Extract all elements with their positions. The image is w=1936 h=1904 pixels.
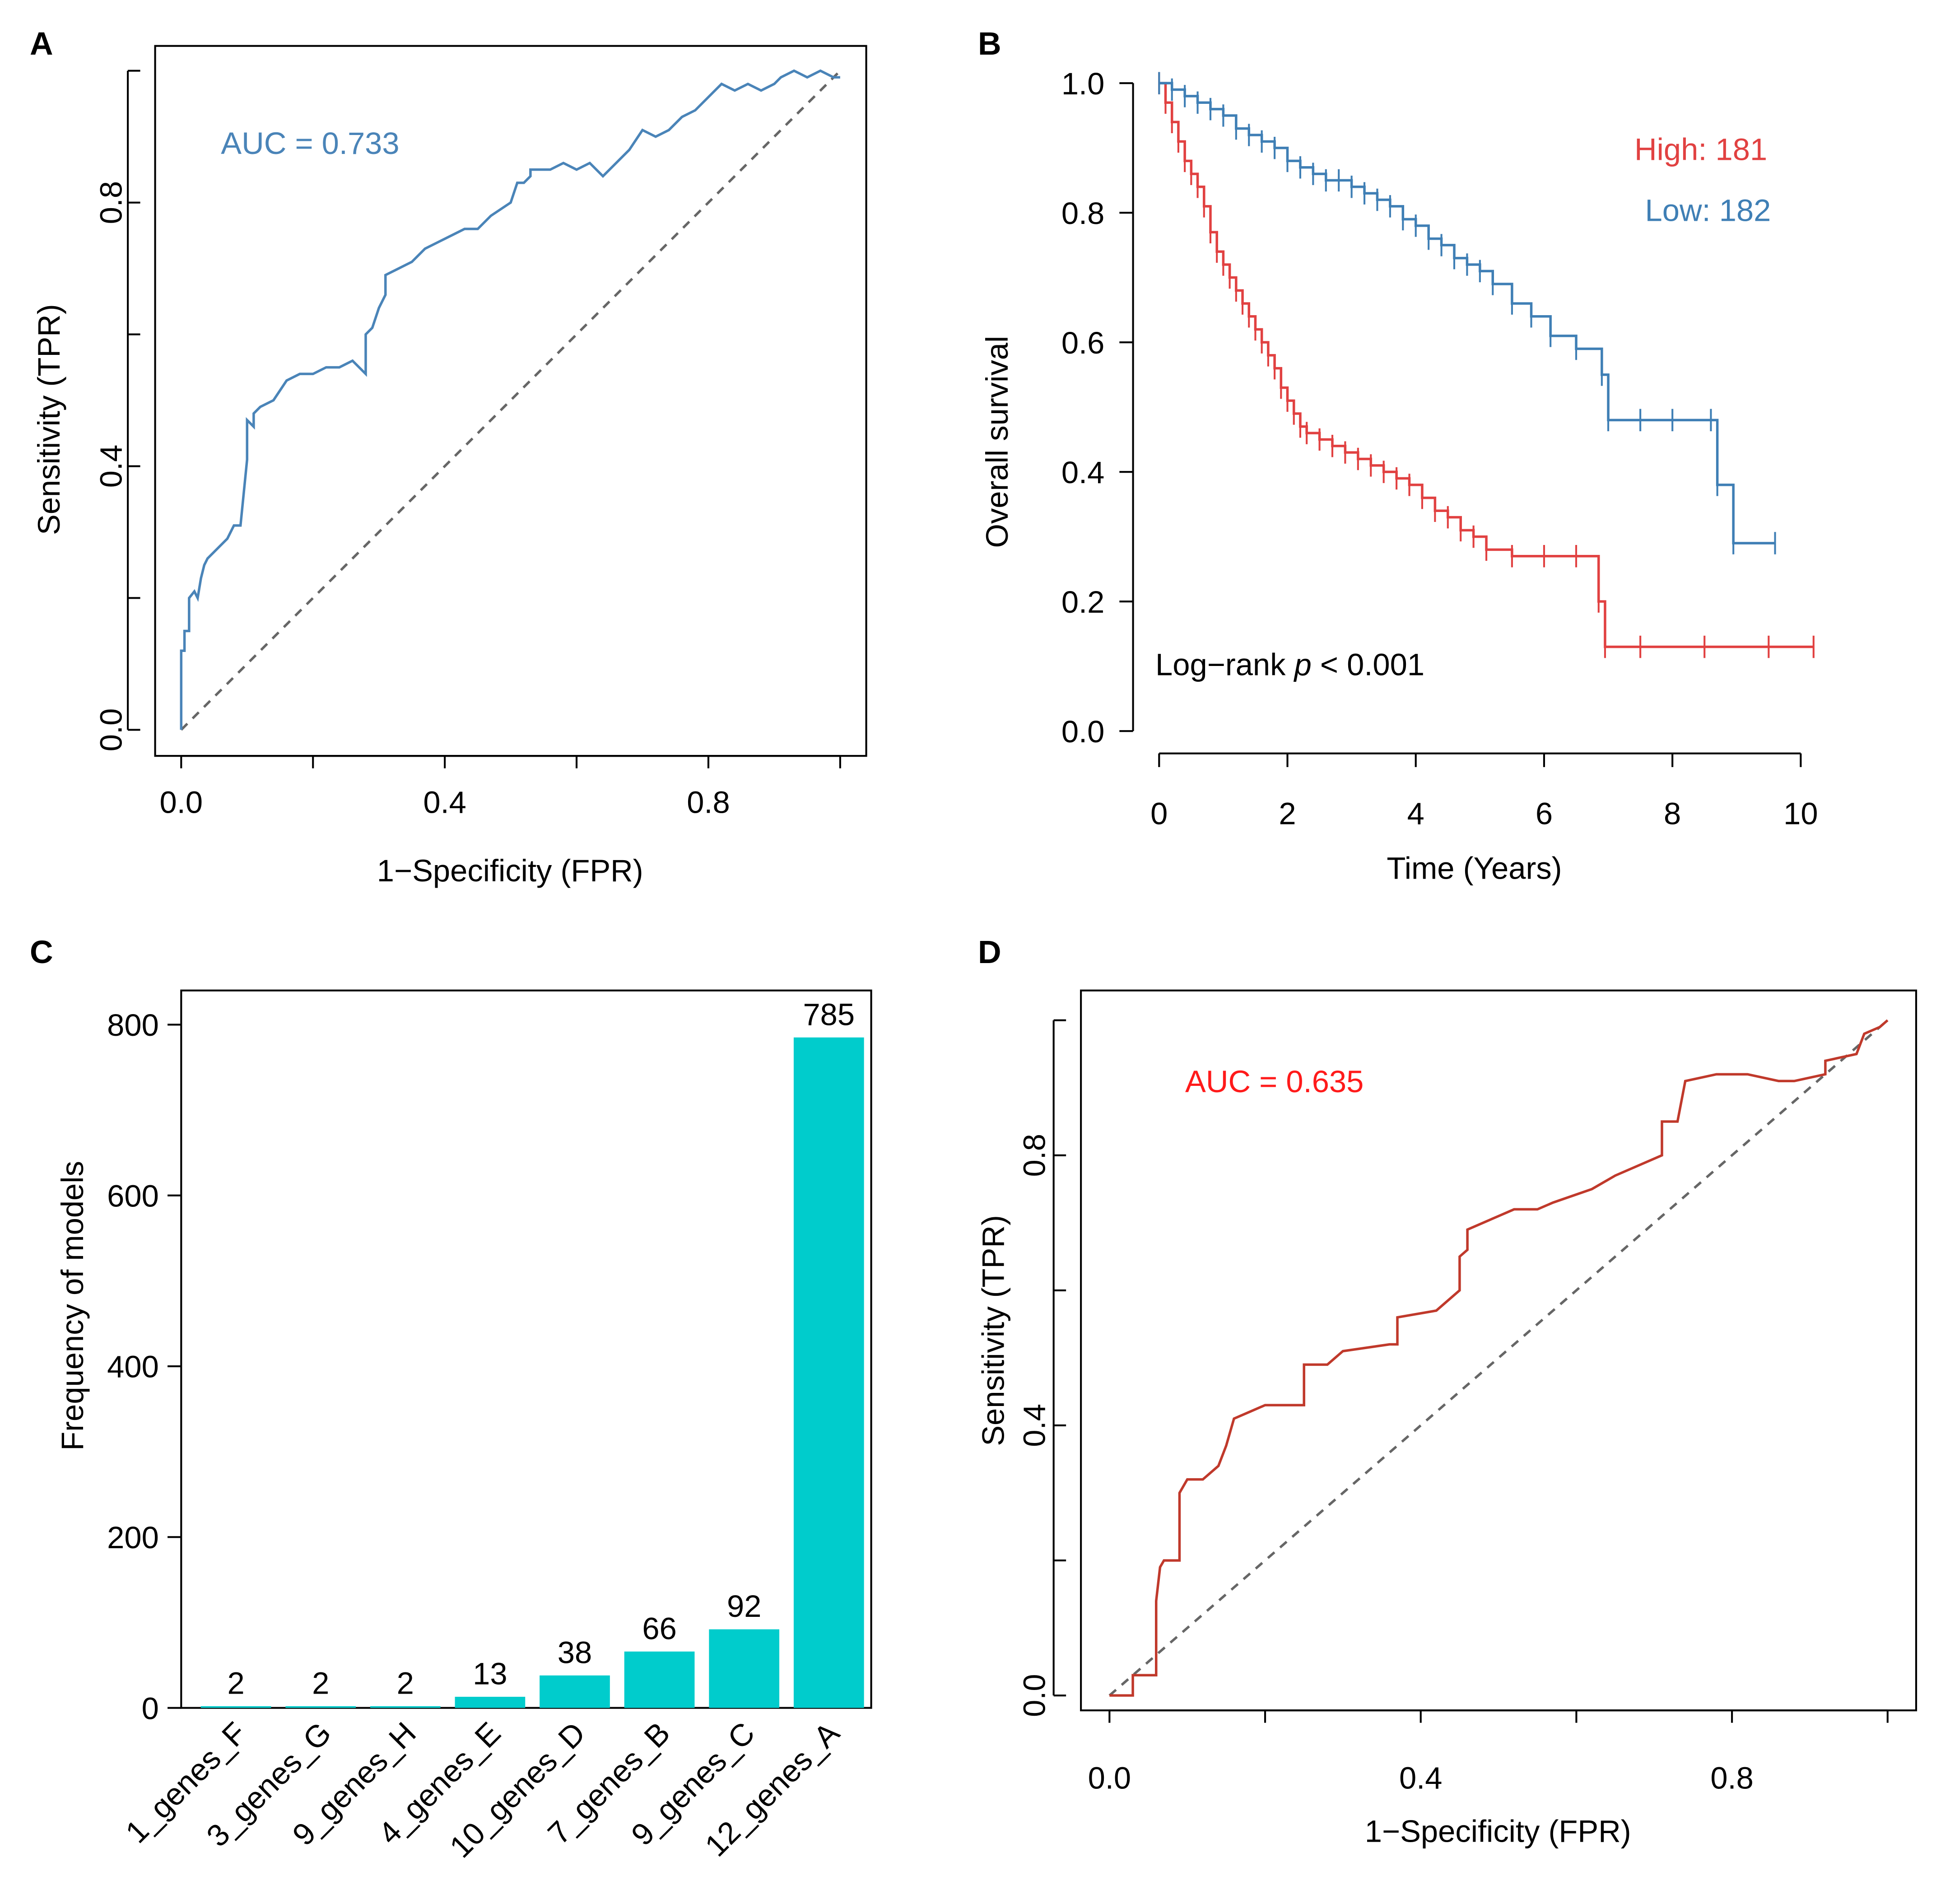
y-tick-label: 0.8 (1017, 1134, 1052, 1177)
y-tick-label: 0.8 (1061, 196, 1105, 231)
panel-a: A 0.0 0.4 0.8 0.0 0.4 0.8 AUC = 0.733 1−Speci… (30, 26, 867, 888)
x-axis-label-b: Time (Years) (1387, 851, 1562, 885)
bar-value-label: 38 (558, 1635, 592, 1670)
x-tick-label: 0 (1150, 796, 1168, 831)
y-axis-label-c: Frequency of models (55, 1161, 90, 1451)
y-tick-label: 0.0 (93, 708, 128, 752)
y-tick-label: 0.4 (93, 445, 128, 488)
bar (285, 1706, 356, 1708)
logrank-prefix: Log−rank (1155, 647, 1294, 682)
bar (709, 1629, 780, 1708)
x-axis-label-a: 1−Specificity (FPR) (377, 853, 643, 888)
axis-ticks-a: 0.0 0.4 0.8 0.0 0.4 0.8 (93, 70, 841, 820)
bar (200, 1706, 271, 1708)
bar (370, 1706, 441, 1708)
axis-ticks-b: 0 2 4 6 8 10 0.0 0.2 0.4 0.6 0.8 1.0 (1061, 66, 1818, 831)
x-tick-label: 0.4 (423, 785, 466, 820)
x-tick-label: 0.8 (1710, 1760, 1754, 1795)
legend-high-b: High: 181 (1634, 132, 1767, 167)
bar-value-label: 13 (473, 1657, 507, 1691)
y-tick-label: 0.0 (1017, 1674, 1052, 1717)
x-tick-label: 4 (1407, 796, 1424, 831)
y-axis-label-a: Sensitivity (TPR) (32, 304, 66, 535)
x-tick-label: 0.0 (160, 785, 203, 820)
plot-frame-c (180, 989, 872, 1709)
auc-label-a: AUC = 0.733 (221, 126, 399, 161)
x-tick-label: 0.0 (1088, 1760, 1131, 1795)
reference-diagonal-a (180, 70, 841, 731)
logrank-suffix: < 0.001 (1312, 647, 1424, 682)
y-tick-label: 0.6 (1061, 326, 1105, 360)
x-tick-label: 10 (1783, 796, 1818, 831)
y-tick-label: 400 (107, 1350, 159, 1384)
panel-label-c: C (30, 934, 53, 970)
panel-b: B 0 2 4 6 8 10 0.0 0.2 0.4 0.6 0.8 1.0 High: 181 Lo… (978, 26, 1818, 885)
bar (540, 1675, 610, 1708)
logrank-p: p (1294, 647, 1312, 682)
x-axis-label-d: 1−Specificity (FPR) (1365, 1814, 1631, 1849)
bar (624, 1651, 695, 1708)
y-tick-label: 0.8 (93, 181, 128, 224)
bar (455, 1697, 526, 1708)
y-tick-label: 0.0 (1061, 714, 1105, 749)
y-tick-label: 1.0 (1061, 66, 1105, 101)
bar-value-label: 2 (397, 1666, 414, 1700)
bar-value-label: 66 (642, 1611, 676, 1646)
y-tick-label: 0.4 (1061, 455, 1105, 490)
panel-label-a: A (30, 26, 53, 62)
y-tick-label: 0 (142, 1691, 159, 1726)
panel-d: D 0.0 0.4 0.8 0.0 0.4 0.8 AUC = 0.635 1−Speci… (976, 934, 1917, 1849)
reference-diagonal-d (1108, 1019, 1889, 1697)
panel-label-b: B (978, 26, 1001, 62)
legend-low-b: Low: 182 (1645, 193, 1771, 228)
y-tick-label: 0.2 (1061, 585, 1105, 619)
y-axis-label-b: Overall survival (980, 336, 1015, 548)
x-tick-label: 6 (1536, 796, 1553, 831)
logrank-annotation-b: Log−rank p < 0.001 (1155, 647, 1424, 682)
auc-label-d: AUC = 0.635 (1185, 1064, 1364, 1099)
panel-label-d: D (978, 934, 1001, 970)
x-tick-label: 8 (1664, 796, 1681, 831)
survival-curves-b (1158, 72, 1815, 658)
axis-ticks-c: 0 200 400 600 800 (107, 1008, 182, 1726)
bar-value-label: 785 (803, 997, 855, 1032)
y-tick-label: 600 (107, 1178, 159, 1213)
bar-value-label: 92 (727, 1589, 761, 1624)
x-tick-label: 0.4 (1399, 1760, 1443, 1795)
bar-value-label: 2 (312, 1666, 329, 1700)
x-tick-label: 2 (1279, 796, 1296, 831)
y-axis-label-d: Sensitivity (TPR) (976, 1215, 1011, 1446)
bar (793, 1037, 864, 1708)
bar-value-label: 2 (227, 1666, 244, 1700)
y-tick-label: 0.4 (1017, 1404, 1052, 1447)
roc-curve-d (1109, 1019, 1889, 1697)
roc-curve-a (180, 69, 840, 730)
axis-ticks-d: 0.0 0.4 0.8 0.0 0.4 0.8 (1017, 1019, 1889, 1795)
y-tick-label: 200 (107, 1520, 159, 1555)
x-tick-label: 0.8 (687, 785, 730, 820)
y-tick-label: 800 (107, 1008, 159, 1043)
